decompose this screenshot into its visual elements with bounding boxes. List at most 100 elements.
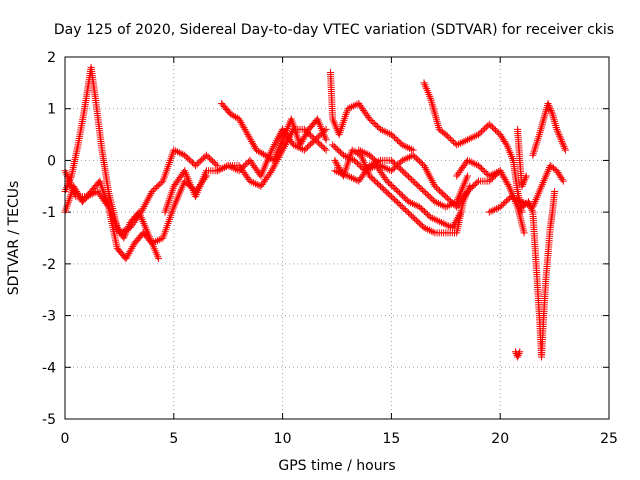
data-point — [398, 167, 406, 175]
data-point — [358, 164, 366, 172]
data-point — [310, 134, 318, 142]
data-point — [432, 184, 440, 192]
data-point — [344, 172, 352, 180]
data-point — [439, 190, 447, 198]
data-point — [353, 176, 361, 184]
data-point — [172, 147, 180, 155]
data-point — [415, 157, 423, 165]
x-tick-label: 10 — [274, 431, 292, 447]
x-axis-label: GPS time / hours — [278, 458, 395, 474]
data-point — [188, 159, 196, 167]
data-point — [550, 114, 558, 122]
data-point — [345, 154, 353, 162]
data-point — [86, 191, 94, 199]
data-point — [400, 168, 408, 176]
data-point — [430, 215, 438, 223]
data-point — [414, 156, 422, 164]
data-point — [115, 229, 123, 237]
data-point — [349, 175, 357, 183]
x-tick-label: 25 — [600, 431, 618, 447]
chart-title: Day 125 of 2020, Sidereal Day-to-day VTE… — [54, 22, 614, 38]
data-point — [151, 185, 159, 193]
data-point — [153, 237, 161, 245]
data-point — [170, 146, 178, 154]
data-point — [509, 193, 517, 201]
data-point — [491, 169, 499, 177]
data-point — [119, 227, 127, 235]
data-point — [462, 137, 470, 145]
data-point — [389, 183, 397, 191]
data-point — [346, 173, 354, 181]
data-point — [375, 181, 383, 189]
y-tick-label: 0 — [47, 153, 56, 169]
data-point — [187, 157, 195, 165]
data-point — [433, 118, 441, 126]
data-point — [154, 182, 162, 190]
data-point — [380, 163, 388, 171]
data-point — [267, 168, 275, 176]
data-point — [453, 141, 461, 149]
data-point — [487, 122, 495, 130]
series-track-k — [355, 146, 504, 211]
data-point — [478, 128, 486, 136]
data-point — [476, 163, 484, 171]
data-point — [450, 138, 458, 146]
data-point — [173, 148, 181, 156]
data-point — [389, 194, 397, 202]
data-point — [418, 186, 426, 194]
data-point — [196, 157, 204, 165]
data-point — [383, 177, 391, 185]
data-point — [409, 177, 417, 185]
data-point — [399, 192, 407, 200]
data-point — [464, 187, 472, 195]
data-point — [437, 188, 445, 196]
data-point — [394, 136, 402, 144]
data-point — [469, 133, 477, 141]
data-point — [407, 145, 415, 153]
data-marks — [61, 63, 569, 361]
data-point — [406, 174, 414, 182]
data-point — [422, 189, 430, 197]
series-track-a — [61, 63, 163, 263]
data-point — [92, 188, 100, 196]
data-point — [407, 199, 415, 207]
data-point — [389, 165, 397, 173]
data-point — [412, 154, 420, 162]
data-point — [454, 140, 462, 148]
y-tick-label: -1 — [42, 205, 56, 221]
data-point — [487, 171, 495, 179]
data-point — [460, 137, 468, 145]
data-point — [536, 127, 544, 135]
data-point — [540, 113, 548, 121]
data-point — [420, 187, 428, 195]
data-point — [520, 229, 528, 237]
data-point — [409, 151, 417, 159]
data-point — [507, 193, 515, 201]
series-track-c — [61, 146, 221, 237]
data-point — [442, 193, 450, 201]
series-track-g — [326, 69, 417, 154]
data-point — [499, 200, 507, 208]
data-point — [394, 161, 402, 169]
data-point — [423, 210, 431, 218]
data-point — [432, 216, 440, 224]
data-point — [485, 120, 493, 128]
x-tick-label: 0 — [61, 431, 70, 447]
data-point — [519, 179, 527, 187]
data-point — [386, 191, 394, 199]
data-point — [429, 104, 437, 112]
series-track-m — [453, 156, 528, 237]
data-point — [241, 161, 249, 169]
data-point — [210, 159, 218, 167]
data-point — [513, 195, 521, 203]
data-point — [427, 227, 435, 235]
data-point — [383, 188, 391, 196]
data-point — [123, 225, 131, 233]
data-point — [192, 162, 200, 170]
data-point — [382, 128, 390, 136]
data-point — [373, 159, 381, 167]
data-point — [431, 182, 439, 190]
data-point — [394, 199, 402, 207]
data-point — [429, 228, 437, 236]
data-point — [387, 156, 395, 164]
